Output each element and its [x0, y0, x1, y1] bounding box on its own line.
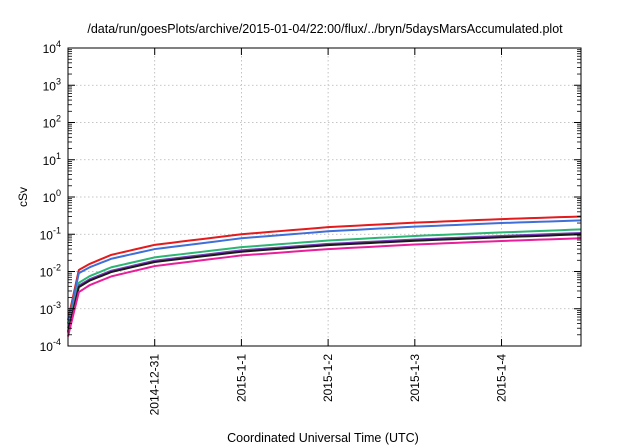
y-tick-label: 100: [43, 188, 61, 205]
series-line-2: [67, 219, 582, 324]
series-line-4: [67, 232, 582, 332]
y-tick-label: 104: [43, 39, 61, 56]
series-line-6: [67, 237, 582, 337]
x-axis-label: Coordinated Universal Time (UTC): [227, 431, 419, 445]
x-tick-label: 2015-1-2: [321, 354, 335, 402]
series-line-3: [67, 228, 582, 329]
series-layer: [67, 215, 582, 337]
y-tick-label: 10-3: [40, 300, 61, 317]
x-tick-label: 2014-12-31: [148, 354, 162, 416]
y-tick-label: 10-1: [40, 225, 61, 242]
y-axis: 10-4 10-3 10-2 10-1 100 101 102 103 104: [40, 39, 581, 354]
y-tick-label: 101: [43, 151, 61, 168]
x-tick-label: 2015-1-4: [495, 354, 509, 402]
x-axis: 2014-12-31 2015-1-1 2015-1-2 2015-1-3 2015-1…: [148, 48, 509, 415]
chart-title: /data/run/goesPlots/archive/2015-01-04/2…: [87, 22, 563, 36]
y-tick-label: 103: [43, 76, 61, 93]
y-tick-label: 10-2: [40, 263, 61, 280]
y-axis-label: cSv: [16, 187, 30, 207]
series-line-5: [67, 233, 582, 333]
grid: [68, 48, 581, 346]
y-tick-label: 10-4: [40, 337, 61, 354]
y-tick-label: 102: [43, 114, 61, 131]
x-tick-label: 2015-1-1: [234, 354, 248, 402]
x-tick-label: 2015-1-3: [408, 354, 422, 402]
series-line-1: [67, 215, 582, 321]
